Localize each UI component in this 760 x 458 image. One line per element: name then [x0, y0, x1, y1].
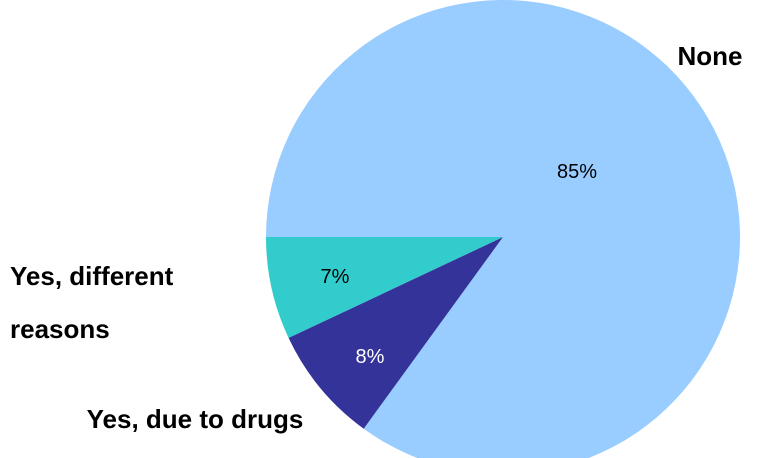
category-label-yes-different-reasons-line-1: Yes, different [10, 261, 174, 291]
category-label-none: None [678, 41, 743, 71]
value-label-yes-due-to-drugs: 8% [356, 346, 385, 368]
pie-slices [266, 0, 740, 458]
pie-slice-none [266, 0, 740, 458]
category-label-yes-due-to-drugs: Yes, due to drugs [87, 404, 304, 434]
pie-slice-yes-different-reasons [266, 237, 503, 338]
category-label-yes-different-reasons-line-2: reasons [10, 314, 110, 344]
value-label-yes-different-reasons: 7% [321, 266, 350, 288]
pie-slice-yes-due-to-drugs [288, 237, 503, 429]
pie-category-labels: None Yes, due to drugs Yes, different re… [10, 41, 743, 434]
pie-value-labels: 85% 8% 7% [321, 161, 598, 368]
category-label-yes-different-reasons: Yes, different reasons [10, 261, 181, 344]
value-label-none: 85% [557, 161, 597, 183]
